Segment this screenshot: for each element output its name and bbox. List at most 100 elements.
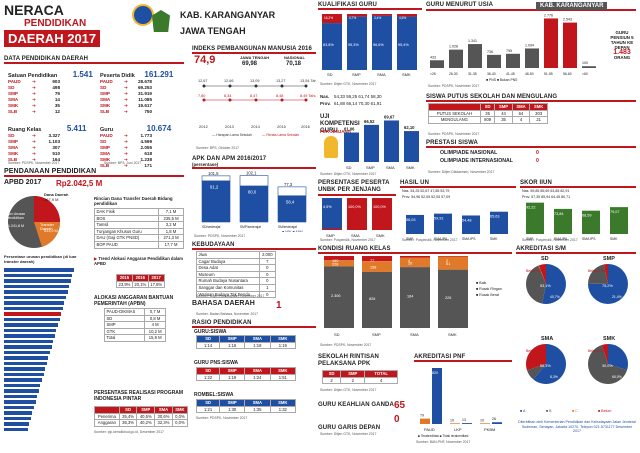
divider — [4, 62, 184, 64]
pct-bar — [4, 367, 46, 371]
apk-value: 77,3 — [284, 182, 293, 187]
list-item: SMA ➔ 618 — [100, 151, 190, 157]
baik-value: 826 — [369, 297, 375, 301]
header-cell: SMA — [511, 103, 531, 111]
item-label: SMK — [8, 151, 19, 156]
item-value: 171 — [144, 163, 152, 168]
pct-bar — [4, 345, 52, 349]
score-bar — [490, 211, 508, 234]
header-cell: SMP — [219, 399, 246, 407]
teacher-icon — [324, 136, 338, 158]
section-title: SISWA PUTUS SEKOLAH DAN MENGULANG — [426, 94, 558, 100]
arrow-icon: ➔ — [124, 103, 128, 108]
kualif-bar-below-s1 — [372, 14, 392, 16]
item-value: 35 — [54, 103, 60, 108]
non-urusan-label: Non Urusan Pendidikan — [6, 212, 26, 220]
rusak-berat-bar — [362, 256, 392, 262]
ppk-section: SEKOLAH RINTISAN PELAKSANA PPK SD SMP TOTA… — [318, 354, 404, 404]
score-value: 65,63 — [490, 215, 500, 219]
akre-value-belum: Belum 5,8% — [526, 269, 544, 273]
header-cell: 2015 — [116, 274, 133, 282]
akre-value-a: 56,3% — [540, 364, 551, 368]
item-label: SLB — [8, 109, 18, 114]
item-label: PAUD — [100, 133, 113, 138]
list-item: SMP ➔ 79 — [8, 91, 98, 97]
table-cell: 35 — [494, 116, 513, 124]
table-row: 1:22 1:19 1:24 1:51 — [195, 373, 297, 382]
table-header: SD SMP TOTAL — [321, 370, 398, 378]
pct-bar — [4, 356, 49, 360]
usia-bar-chart: 433 <26 1.028 26-30 1.341 31-35 736 36-40 795 41-… — [430, 14, 596, 82]
section-title: RASIO PENDIDIKAN — [192, 320, 252, 326]
item-label: SMP — [100, 145, 110, 150]
rasio-guru-siswa-table: SD SMP SMA SMK 1:14 1:16 1:18 1:19 — [195, 335, 297, 350]
apm-bar — [278, 195, 306, 222]
satuan-total: 1.541 — [72, 70, 93, 79]
table-cell: DAU (Gaji GTK PNSD) — [93, 234, 160, 242]
ipm-label-rls: 8,49 Tahun — [300, 94, 316, 98]
table-cell: Anggaran — [94, 419, 120, 427]
table-row: Rumah Budaya Nusantara 0 — [196, 277, 277, 285]
score-category: SMP — [406, 237, 414, 241]
usia-bar — [449, 49, 463, 68]
arrow-icon: ➔ — [124, 151, 128, 156]
table-cell: 0 — [258, 270, 277, 279]
kualif-category: SMP — [352, 72, 361, 77]
item-label: SD — [8, 85, 15, 90]
list-item: PAUD ➔ 903 — [8, 79, 98, 85]
pct-label: Persentase urusan pendidikan (di luar tr… — [4, 254, 77, 264]
apbd-pie-chart — [8, 196, 61, 248]
item-value: 4.599 — [140, 139, 153, 144]
divider — [426, 100, 636, 102]
score-value: 68,59 — [582, 214, 592, 218]
pct-bar — [4, 411, 33, 415]
section-title: SEKOLAH RINTISAN PELAKSANA PPK — [318, 354, 379, 367]
akre-slice — [603, 264, 608, 284]
list-item: SD ➔ 69.253 — [100, 85, 190, 91]
skor-section: SKOR IIUN Nas. 59,85 85,69 63,85 82,91 Pr… — [520, 180, 638, 244]
pip-table: SD SMP SMA SMK Penerima 35,4% 40,5% 30,6% 0,0% An… — [94, 406, 189, 427]
table-row: DAK Fisik 7,1 M — [93, 208, 184, 216]
table-cell: 2.000 — [258, 251, 277, 259]
list-item: SMP ➔ 2.055 — [100, 145, 190, 151]
pct-bar — [4, 361, 47, 365]
ukg-category: SMA — [386, 165, 395, 170]
table-cell: 1:18 — [244, 341, 271, 350]
table-cell: 44 — [494, 109, 513, 118]
rusak-ringan-value: 158 — [370, 266, 376, 270]
item-value: 498 — [52, 85, 60, 90]
header-cell: SMA — [244, 399, 271, 407]
source-note: Sumber: Ditjen GTK, November 2017 — [320, 172, 377, 176]
item-label: SMA — [100, 151, 111, 156]
arrow-icon: ➔ — [124, 109, 128, 114]
pnf-tidak-value: 820 — [432, 371, 438, 375]
putus-table: SD SMP SMA SMK PUTUS SEKOLAH 35 44 64 303 MENGULA… — [428, 103, 548, 124]
section-title: GURU MENURUT USIA — [426, 2, 494, 8]
table-row: Anggaran 36,3% 40,2% 32,3% 0,0% — [94, 419, 189, 427]
rusak-berat-value: 4 — [408, 259, 410, 263]
akre-legend: ■ Belum — [598, 409, 611, 413]
footer-note: Diterbitkan oleh Kementerian Pendidikan … — [518, 420, 636, 434]
rasio-rombel-table: SD SMP SMA SMK 1:21 1:30 1:35 1:32 — [195, 399, 297, 414]
rusak-ringan-value: 228 — [332, 262, 338, 266]
usia-bar — [563, 22, 577, 68]
unbk-category: SMA — [351, 233, 360, 238]
ipm-label-rls: 8,47 — [250, 94, 257, 98]
table-cell: 10,2 M — [144, 327, 166, 336]
pnf-tidak-value: 26 — [492, 417, 496, 421]
kualifikasi-bar-chart: 83,8% 16,2% SD 95,3% 4,7% SMP 96,6% 3,4% SMA 95,4… — [322, 14, 417, 77]
skor-bar-chart: Nas. 59,85 85,69 63,85 82,91 Prov. 57,35 … — [522, 189, 628, 241]
unbk-bar — [347, 198, 367, 230]
header-cell: SD — [118, 406, 138, 414]
akre-value-b: 40,7% — [550, 295, 560, 299]
ipm-label-hls: 13,09 — [250, 79, 260, 83]
section-title: BAHASA DAERAH — [192, 300, 255, 307]
section-title: HASIL UN — [400, 180, 430, 186]
ukg-value: 62,10 — [404, 125, 415, 130]
list-item: SMK ➔ 510 — [8, 151, 98, 157]
akre-value-belum: Belum 27,7% — [526, 349, 546, 353]
ruang-total: 5.411 — [66, 124, 87, 133]
list-item: SMK ➔ 1.238 — [100, 157, 190, 163]
nas-row: Nas. 54,25 52,67 47,85 53,79 — [402, 189, 449, 193]
item-value: 3.327 — [48, 133, 61, 138]
